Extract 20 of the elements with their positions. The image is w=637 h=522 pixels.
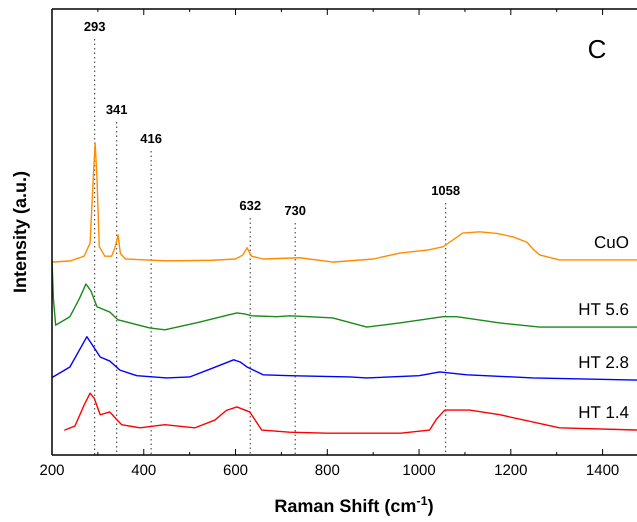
x-tick-label: 1000 xyxy=(402,462,436,479)
x-tick-label: 200 xyxy=(39,462,65,479)
series-label: HT 1.4 xyxy=(578,403,629,422)
ref-line-label: 341 xyxy=(106,102,128,117)
y-axis-title: Intensity (a.u.) xyxy=(10,170,30,294)
series-label: CuO xyxy=(594,232,629,252)
x-tick-label: 600 xyxy=(223,462,248,479)
ref-line-label: 730 xyxy=(284,203,306,218)
ref-line-label: 1058 xyxy=(431,183,460,198)
x-tick-label: 1400 xyxy=(586,462,620,479)
series-label: HT 2.8 xyxy=(578,353,629,372)
ref-line-label: 632 xyxy=(239,198,262,213)
x-tick-label: 1200 xyxy=(494,462,528,479)
ref-line-label: 416 xyxy=(140,131,162,146)
ref-line-label: 293 xyxy=(84,19,106,34)
x-axis-title: Raman Shift (cm$^{-1}$) xyxy=(274,494,434,516)
x-tick-label: 400 xyxy=(131,462,156,479)
text: C xyxy=(588,34,606,64)
series-label: HT 5.6 xyxy=(578,300,629,320)
x-tick-label: 800 xyxy=(314,462,340,479)
